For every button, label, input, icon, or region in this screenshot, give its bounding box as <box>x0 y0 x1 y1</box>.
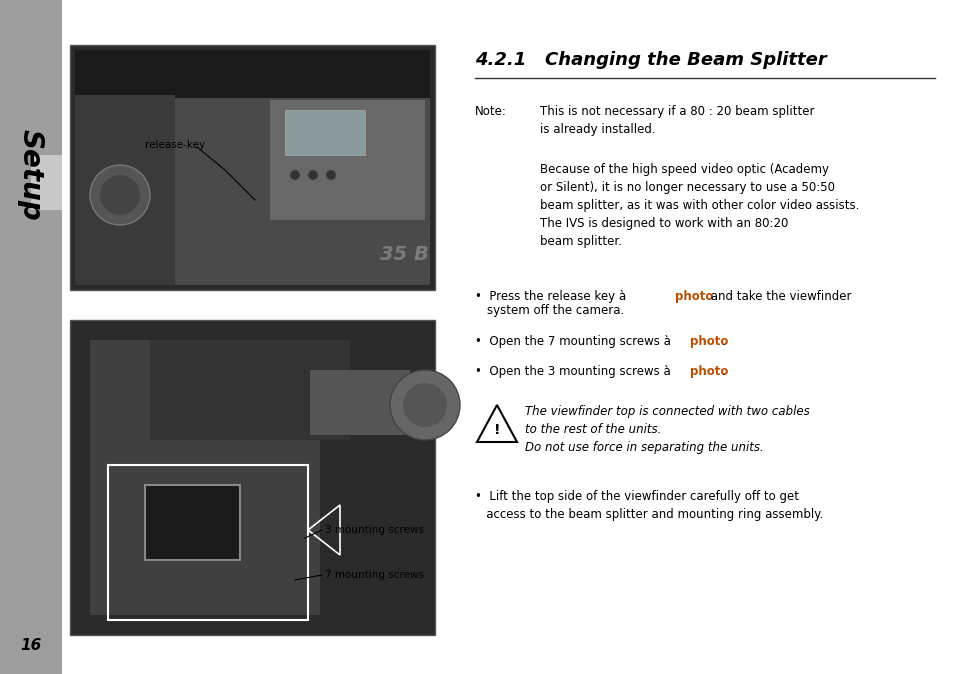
Text: •  Open the 7 mounting screws à: • Open the 7 mounting screws à <box>475 335 674 348</box>
Circle shape <box>390 370 459 440</box>
Text: 4.2.1   Changing the Beam Splitter: 4.2.1 Changing the Beam Splitter <box>475 51 826 69</box>
Circle shape <box>90 165 150 225</box>
Bar <box>310 370 410 435</box>
Bar <box>70 320 435 635</box>
Circle shape <box>308 170 317 180</box>
Bar <box>75 50 430 98</box>
Bar <box>145 485 240 560</box>
Circle shape <box>290 170 299 180</box>
Text: 7 mounting screws: 7 mounting screws <box>325 570 423 580</box>
Text: 3 mounting screws: 3 mounting screws <box>325 525 423 535</box>
Text: system off the camera.: system off the camera. <box>486 304 623 317</box>
Circle shape <box>402 383 447 427</box>
Text: •  Lift the top side of the viewfinder carefully off to get
   access to the bea: • Lift the top side of the viewfinder ca… <box>475 490 822 521</box>
Bar <box>70 45 435 290</box>
Text: photo: photo <box>675 290 713 303</box>
Text: .: . <box>721 365 725 378</box>
Bar <box>0 0 62 674</box>
Text: The viewfinder top is connected with two cables
to the rest of the units.
Do not: The viewfinder top is connected with two… <box>524 405 809 454</box>
Text: 35 B: 35 B <box>379 245 429 264</box>
Text: 16: 16 <box>20 638 42 654</box>
Text: .: . <box>721 335 725 348</box>
Bar <box>150 340 350 440</box>
Bar <box>75 95 430 285</box>
Bar <box>30 155 62 210</box>
Text: This is not necessary if a 80 : 20 beam splitter
is already installed.: This is not necessary if a 80 : 20 beam … <box>539 105 814 136</box>
Bar <box>108 465 308 620</box>
Circle shape <box>100 175 140 215</box>
Bar <box>270 100 424 220</box>
Text: photo: photo <box>689 335 727 348</box>
Text: Because of the high speed video optic (Academy
or Silent), it is no longer neces: Because of the high speed video optic (A… <box>539 163 859 248</box>
Text: •  Open the 3 mounting screws à: • Open the 3 mounting screws à <box>475 365 674 378</box>
Text: •  Press the release key à: • Press the release key à <box>475 290 629 303</box>
Bar <box>285 110 365 155</box>
Bar <box>75 95 174 285</box>
Text: Setup: Setup <box>17 129 45 221</box>
Circle shape <box>326 170 335 180</box>
Polygon shape <box>476 405 517 442</box>
Bar <box>90 340 319 615</box>
Text: !: ! <box>494 423 499 437</box>
Text: and take the viewfinder: and take the viewfinder <box>706 290 851 303</box>
Text: Note:: Note: <box>475 105 506 118</box>
Text: photo: photo <box>689 365 727 378</box>
Text: release-key: release-key <box>145 140 205 150</box>
